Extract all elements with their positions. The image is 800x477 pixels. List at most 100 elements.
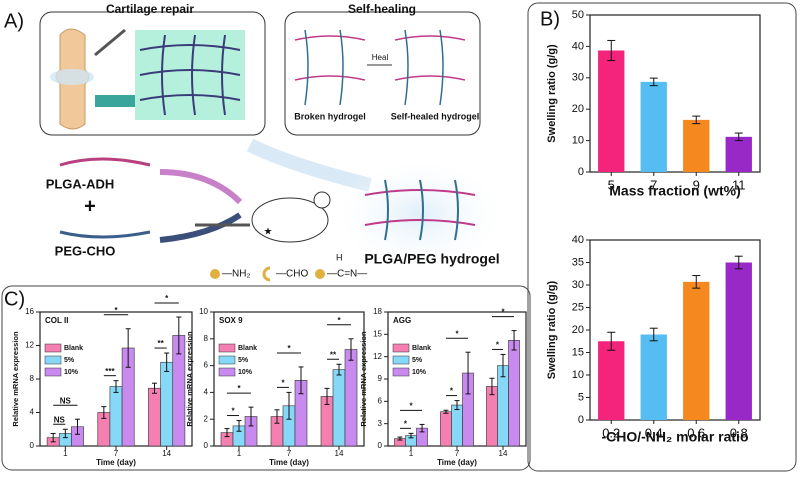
y-tick-label: 20: [572, 103, 584, 115]
y-tick-label: 30: [572, 279, 584, 291]
legend-label: 5%: [238, 357, 249, 364]
bar: [725, 136, 752, 172]
glow: [330, 155, 510, 275]
plus: +: [84, 195, 96, 217]
significance-label: *: [496, 341, 500, 350]
significance-label: *: [114, 306, 118, 315]
y-tick-label: 12: [25, 341, 34, 350]
legend-swatch: [218, 355, 236, 365]
x-tick-label: 1: [63, 449, 68, 458]
significance-label: *: [231, 407, 235, 416]
significance-label: *: [450, 387, 454, 396]
bar: [508, 339, 520, 447]
significance-label: **: [157, 339, 164, 348]
x-axis-label: Time (day): [96, 458, 136, 467]
y-tick-label: 30: [572, 72, 584, 84]
bar: [332, 369, 346, 447]
y-tick-label: 0: [378, 441, 383, 450]
hydrogel-net: [364, 179, 476, 241]
legend-swatch: [218, 367, 236, 377]
x-tick-label: 0.8: [730, 425, 748, 440]
bar: [486, 386, 498, 447]
y-tick-label: 9: [378, 374, 383, 383]
arrow: [159, 212, 242, 243]
significance-label: *: [237, 384, 241, 393]
y-tick-label: 5: [578, 391, 584, 403]
legend-label: 10%: [412, 369, 427, 376]
x-tick-label: 5: [608, 177, 615, 192]
legend-swatch: [44, 367, 62, 377]
x-tick-label: 7: [650, 177, 657, 192]
label: PLGA/PEG hydrogel: [364, 251, 499, 267]
significance-label: *: [165, 294, 169, 303]
x-tick-label: 11: [732, 177, 746, 192]
chart-title: AGG: [393, 316, 411, 325]
y-tick-label: 18: [373, 307, 382, 316]
label: PLGA-ADH: [46, 176, 115, 191]
bar: [109, 386, 123, 447]
bar: [344, 349, 358, 447]
panel-b-frame: [527, 2, 797, 472]
label: —C=N—: [327, 269, 367, 280]
x-tick-label: 1: [409, 449, 414, 458]
y-tick-label: 4: [30, 408, 35, 417]
y-tick-label: 8: [204, 334, 209, 343]
panel-label: A): [4, 10, 24, 32]
bar: [497, 365, 509, 447]
label: —NH₂: [222, 269, 250, 280]
bar: [598, 341, 625, 420]
significance-label: NS: [54, 415, 66, 424]
x-axis-label: Mass fraction (wt%): [609, 183, 740, 199]
label: Self-healed hydrogel: [391, 111, 480, 121]
label: Heal: [372, 53, 389, 62]
star: ★: [264, 227, 273, 238]
y-tick-label: 15: [572, 346, 584, 358]
label: PEG-CHO: [55, 243, 116, 258]
y-axis-label: Swelling ratio (g/g): [546, 280, 558, 379]
y-tick-label: 16: [25, 307, 34, 316]
x-tick-label: 14: [499, 449, 508, 458]
legend-label: Blank: [64, 345, 83, 352]
network: [139, 34, 241, 116]
box-title: Cartilage repair: [106, 2, 194, 16]
x-tick-label: 0.2: [602, 425, 620, 440]
significance-label: *: [409, 402, 413, 411]
significance-label: *: [501, 308, 505, 317]
panel-label: B): [540, 8, 560, 30]
x-tick-label: 0.4: [645, 425, 663, 440]
y-tick-label: 10: [199, 307, 208, 316]
y-axis-label: Relative mRNA expression: [359, 331, 368, 427]
x-tick-label: 14: [335, 449, 344, 458]
bar: [598, 50, 625, 173]
y-tick-label: 20: [572, 324, 584, 336]
chart-title: COL II: [45, 316, 68, 325]
label: Broken hydrogel: [294, 111, 366, 121]
peg-chain: [59, 230, 151, 239]
y-tick-label: 25: [572, 301, 584, 313]
y-tick-label: 12: [373, 352, 382, 361]
y-tick-label: 0: [204, 441, 209, 450]
panel-a: A) Cartilage repair Self-healing Heal Br…: [4, 2, 510, 282]
x-axis-label: Time (day): [269, 458, 309, 467]
panel-c-frame: [1, 285, 531, 471]
chart-title: SOX 9: [219, 316, 243, 325]
legend-swatch: [392, 355, 410, 365]
y-tick-label: 0: [578, 414, 584, 426]
bar: [440, 411, 452, 447]
y-tick-label: 6: [204, 361, 209, 370]
bar: [725, 262, 752, 420]
x-tick-label: 7: [455, 449, 460, 458]
mouse: [251, 197, 329, 243]
y-axis-label: Relative mRNA expression: [185, 331, 194, 427]
legend-swatch: [44, 355, 62, 365]
syringe: [94, 28, 126, 57]
significance-label: *: [281, 379, 285, 388]
cartilage: [50, 69, 94, 85]
bar: [451, 404, 463, 447]
significance-label: *: [287, 344, 291, 353]
label: H: [336, 252, 343, 262]
bar: [148, 387, 161, 447]
broken-net: [304, 29, 444, 106]
